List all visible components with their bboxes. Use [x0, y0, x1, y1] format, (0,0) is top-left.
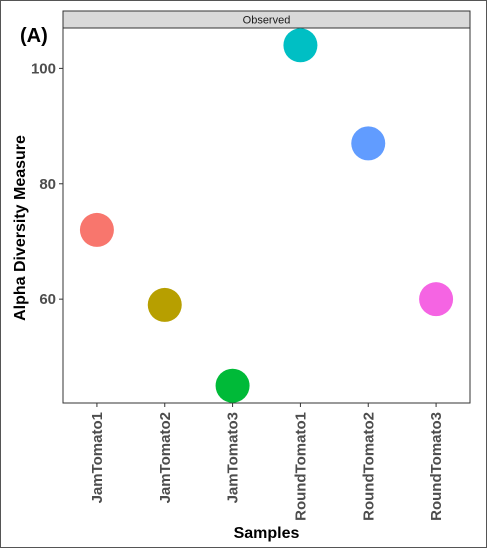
plot-panel	[62, 27, 471, 404]
y-tick-label: 100	[31, 60, 56, 77]
data-point-jamtomato2	[147, 287, 182, 322]
data-point-jamtomato3	[215, 368, 250, 403]
x-tick-label: JamTomato1	[89, 412, 106, 503]
y-tick-label: 60	[39, 291, 56, 308]
x-tick-label: RoundTomato3	[428, 412, 445, 521]
x-axis-title: Samples	[234, 525, 300, 542]
x-tick-label: RoundTomato1	[292, 412, 309, 521]
data-point-jamtomato1	[79, 212, 114, 247]
y-tick-label: 80	[39, 176, 56, 193]
x-tick-label: RoundTomato2	[360, 412, 377, 521]
x-axis: JamTomato1 JamTomato2 JamTomato3 RoundTomat…	[89, 403, 445, 521]
facet-label: Observed	[243, 15, 291, 27]
x-tick-label: JamTomato2	[157, 412, 174, 503]
y-axis: 60 80 100	[31, 60, 63, 308]
data-point-roundtomato2	[351, 126, 386, 161]
y-axis-title: Alpha Diversity Measure	[12, 135, 29, 321]
data-points	[79, 28, 454, 403]
data-point-roundtomato3	[419, 282, 454, 317]
panel-label: (A)	[20, 25, 48, 47]
x-tick-label: JamTomato3	[225, 412, 242, 503]
data-point-roundtomato1	[283, 28, 318, 63]
